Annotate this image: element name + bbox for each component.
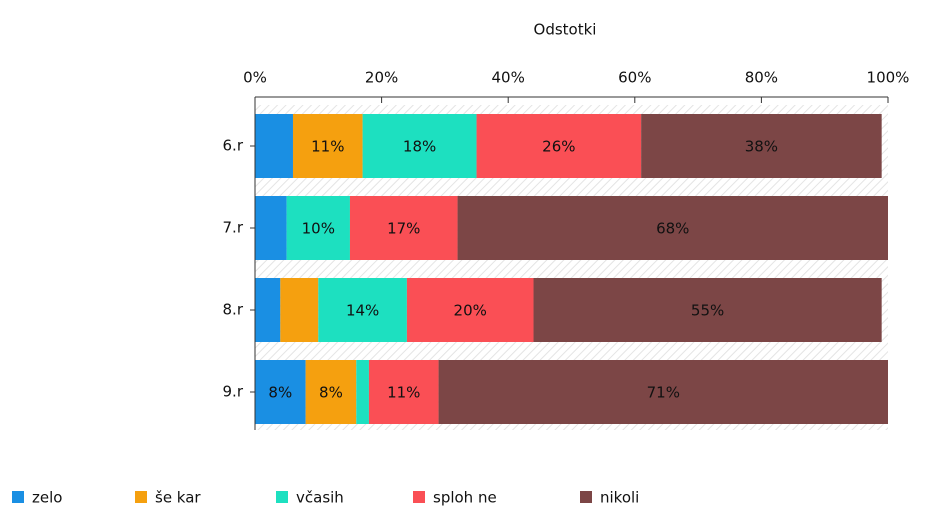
legend-label: še kar xyxy=(155,489,201,507)
bar-segment xyxy=(305,360,357,424)
bar-segment xyxy=(457,196,888,260)
bar-segment xyxy=(438,360,888,424)
data-label: 71% xyxy=(647,384,680,402)
bar-segment xyxy=(255,196,287,260)
bar-segment xyxy=(255,278,281,342)
x-tick-label: 40% xyxy=(492,69,525,87)
x-tick-label: 60% xyxy=(618,69,651,87)
bar-segment xyxy=(368,360,439,424)
y-tick-label: 9.r xyxy=(223,383,244,401)
bar-segment xyxy=(533,278,882,342)
x-tick-label: 20% xyxy=(365,69,398,87)
bar-segment xyxy=(356,360,369,424)
bar-segment xyxy=(280,278,319,342)
bar-segment xyxy=(292,114,363,178)
bar-segment xyxy=(362,114,477,178)
data-label: 17% xyxy=(387,220,420,238)
legend-label: sploh ne xyxy=(433,489,497,507)
data-label: 68% xyxy=(656,220,689,238)
bar-segment xyxy=(641,114,882,178)
chart-title: Odstotki xyxy=(534,21,597,39)
data-label: 10% xyxy=(302,220,335,238)
legend-swatch xyxy=(12,491,24,503)
data-label: 8% xyxy=(319,384,343,402)
data-label: 18% xyxy=(403,138,436,156)
y-tick-label: 6.r xyxy=(223,137,244,155)
legend-label: zelo xyxy=(32,489,62,507)
data-label: 20% xyxy=(454,302,487,320)
legend-swatch xyxy=(413,491,425,503)
data-label: 11% xyxy=(311,138,344,156)
legend-label: nikoli xyxy=(600,489,639,507)
bar-segment xyxy=(286,196,350,260)
data-label: 38% xyxy=(745,138,778,156)
data-label: 11% xyxy=(387,384,420,402)
y-tick-label: 7.r xyxy=(223,219,244,237)
bar-segment xyxy=(349,196,458,260)
x-tick-label: 100% xyxy=(867,69,910,87)
data-label: 55% xyxy=(691,302,724,320)
x-tick-label: 80% xyxy=(745,69,778,87)
bar-segment xyxy=(255,114,293,178)
bar-segment xyxy=(318,278,407,342)
data-label: 26% xyxy=(542,138,575,156)
bar-segment xyxy=(406,278,534,342)
legend-swatch xyxy=(135,491,147,503)
legend-swatch xyxy=(276,491,288,503)
bar-segment xyxy=(255,360,306,424)
data-label: 14% xyxy=(346,302,379,320)
bar-segment xyxy=(476,114,642,178)
x-tick-label: 0% xyxy=(243,69,267,87)
data-label: 8% xyxy=(268,384,292,402)
legend-label: včasih xyxy=(296,489,344,507)
y-tick-label: 8.r xyxy=(223,301,244,319)
legend-swatch xyxy=(580,491,592,503)
